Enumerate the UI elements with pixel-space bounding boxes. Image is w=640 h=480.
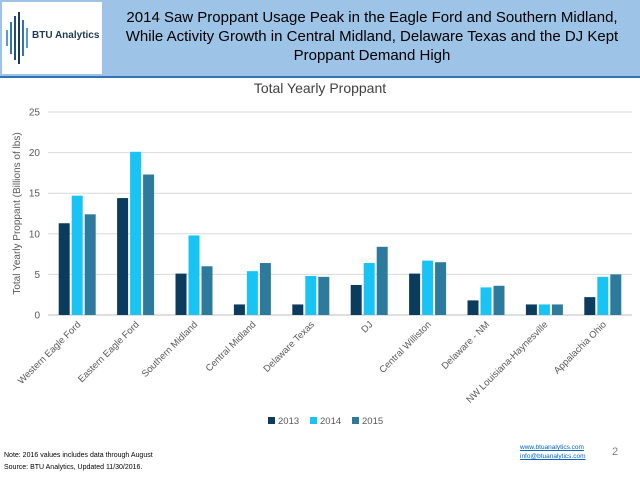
legend-label-2015: 2015 [362,416,383,427]
footer-source: Source: BTU Analytics, Updated 11/30/201… [4,464,143,471]
bar-2013 [292,304,304,315]
x-tick-label: Eastern Eagle Ford [76,319,142,385]
bar-chart: 0 5 10 15 20 25 Total Yearly Proppant (Billion… [12,108,632,427]
bar-2013 [233,304,245,315]
bar-2015 [201,266,213,315]
bar-2014 [305,276,317,315]
footer-note: Note: 2016 values includes data through … [4,452,153,459]
y-axis-label: Total Yearly Proppant (Billions of lbs) [12,132,23,294]
bar-2013 [467,300,479,315]
company-logo: BTU Analytics [2,2,102,74]
bar-2015 [610,274,622,315]
bar-2015 [143,174,155,315]
logo-bars-icon [6,12,28,64]
bar-2014 [480,287,492,315]
legend-label-2014: 2014 [320,416,341,427]
bar-2015 [259,263,271,315]
bar-2015 [84,214,96,315]
legend-swatch-2014 [310,417,317,424]
bar-2013 [175,273,187,315]
contact-links: www.btuanalytics.com info@btuanalytics.c… [520,443,586,461]
email-link[interactable]: info@btuanalytics.com [520,453,586,460]
bar-2015 [318,276,330,315]
x-tick-label: Southern Midland [140,319,200,379]
bar-2013 [58,223,70,315]
x-tick-label: DJ [359,319,375,335]
page-number: 2 [612,446,619,458]
bar-2015 [493,285,505,315]
bar-2014 [188,235,200,315]
y-tick-label: 5 [34,270,40,281]
bar-2014 [363,263,375,315]
bar-2014 [71,195,83,315]
bar-2013 [409,273,421,315]
y-tick-label: 20 [29,148,41,159]
legend-swatch-2013 [268,417,275,424]
bar-2013 [117,198,129,315]
slide-title: 2014 Saw Proppant Usage Peak in the Eagl… [125,9,619,64]
x-tick-label: Western Eagle Ford [16,319,83,386]
bar-2013 [350,284,362,315]
bar-2015 [435,262,447,315]
y-tick-label: 15 [29,189,41,200]
header-divider [0,76,640,78]
slide-header: BTU Analytics 2014 Saw Proppant Usage Pe… [0,0,640,76]
bar-2014 [422,260,434,315]
x-tick-label: Delaware Texas [261,319,317,375]
bar-2014 [246,271,258,315]
x-tick-label: Central Midland [204,319,259,374]
y-tick-label: 10 [29,229,41,240]
bar-2014 [538,304,550,315]
bar-2013 [525,304,537,315]
bar-2015 [376,246,388,315]
chart-title: Total Yearly Proppant [253,80,387,96]
y-tick-label: 25 [29,108,41,119]
y-tick-label: 0 [34,311,40,322]
bar-2013 [584,297,596,315]
website-link[interactable]: www.btuanalytics.com [520,444,584,451]
x-tick-label: Delaware - NM [440,319,493,372]
bar-2015 [551,304,563,315]
legend-swatch-2015 [352,417,359,424]
legend-label-2013: 2013 [278,416,299,427]
bar-2014 [597,276,609,315]
bar-2014 [130,151,142,315]
logo-text: BTU Analytics [32,30,100,41]
x-tick-label: Central Williston [377,319,433,375]
x-tick-label: Appalachia Ohio [552,319,609,376]
